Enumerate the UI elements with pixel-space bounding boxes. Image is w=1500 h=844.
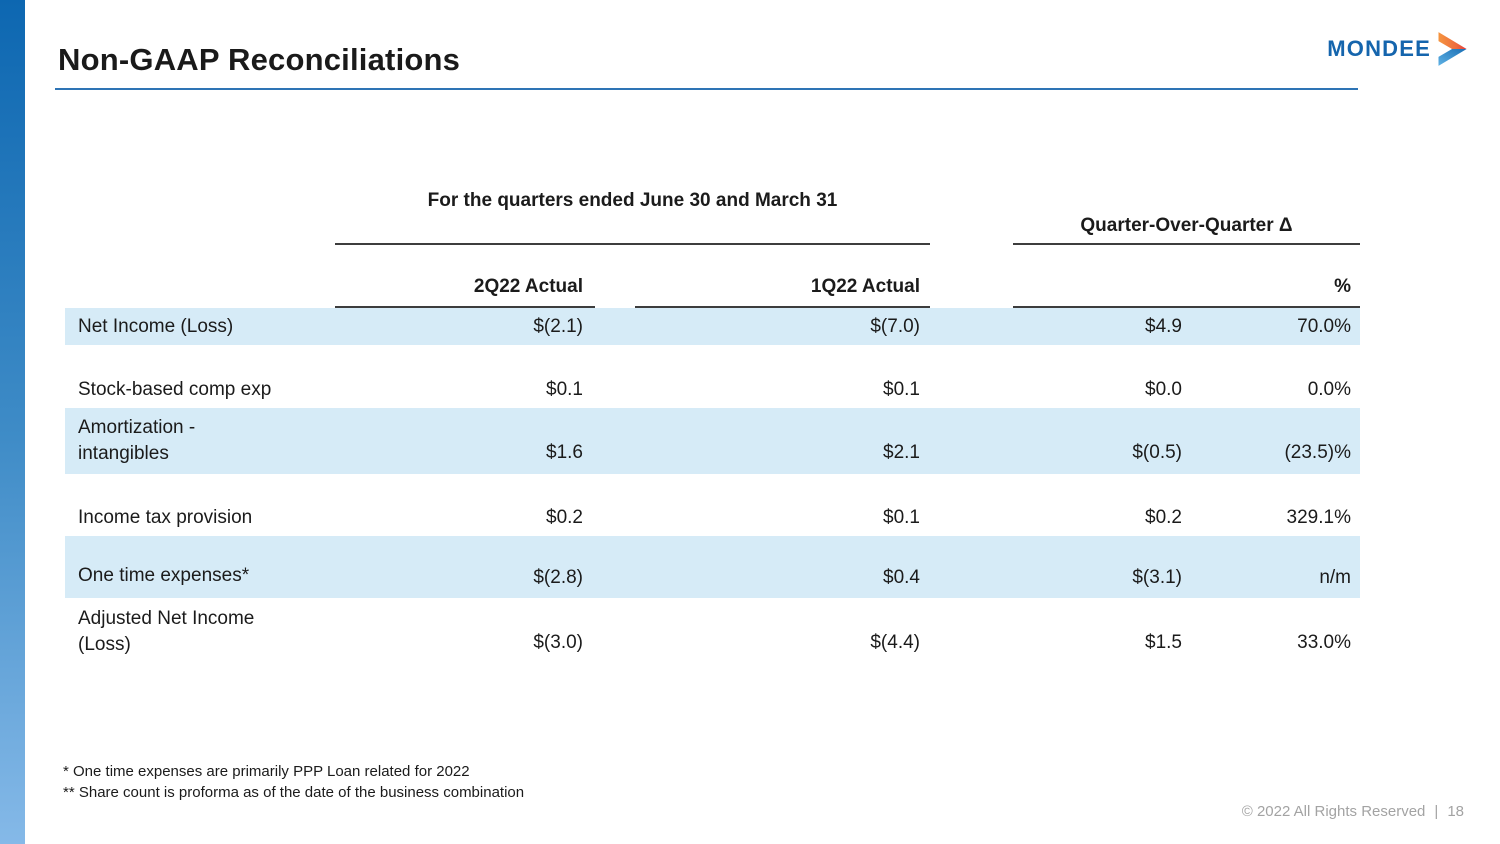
page-number: 18 — [1447, 803, 1464, 820]
cell-percent: 0.0% — [1307, 378, 1351, 400]
table-column-header-row: 2Q22 Actual 1Q22 Actual % — [65, 245, 1360, 308]
cell-1q22: $0.1 — [883, 378, 920, 400]
group-header-qoq: Quarter-Over-Quarter Δ — [1013, 185, 1360, 245]
cell-delta: $(3.1) — [1132, 567, 1182, 588]
footnote-one-time-expenses: * One time expenses are primarily PPP Lo… — [63, 763, 470, 780]
row-label: Amortization - intangibles — [78, 417, 196, 464]
footnote-share-count: ** Share count is proforma as of the dat… — [63, 784, 525, 801]
reconciliation-table: For the quarters ended June 30 and March… — [65, 185, 1360, 666]
cell-percent: 329.1% — [1286, 506, 1351, 528]
table-row-income-tax: Income tax provision $0.2 $0.1 $0.2 329.… — [65, 499, 1360, 536]
footnotes: * One time expenses are primarily PPP Lo… — [63, 761, 524, 803]
cell-delta: $4.9 — [1145, 315, 1182, 337]
table-row-one-time-expenses: One time expenses* $(2.8) $0.4 $(3.1) n/… — [65, 536, 1360, 598]
table-row-net-income: Net Income (Loss) $(2.1) $(7.0) $4.9 70.… — [65, 308, 1360, 345]
cell-percent: 70.0% — [1297, 315, 1351, 337]
row-label: One time expenses* — [78, 565, 250, 586]
row-label: Net Income (Loss) — [78, 315, 234, 337]
cell-1q22: $(4.4) — [870, 632, 920, 653]
row-label: Stock-based comp exp — [78, 378, 272, 400]
cell-delta: $0.2 — [1145, 506, 1182, 528]
cell-2q22: $(3.0) — [533, 632, 583, 653]
copyright-text: © 2022 All Rights Reserved — [1241, 803, 1426, 820]
table-row-adjusted-net-income: Adjusted Net Income (Loss) $(3.0) $(4.4)… — [65, 598, 1360, 666]
column-header-percent: % — [1013, 245, 1360, 308]
cell-percent: n/m — [1319, 567, 1351, 588]
table-group-header-row: For the quarters ended June 30 and March… — [65, 185, 1360, 245]
slide-footer: © 2022 All Rights Reserved | 18 — [1242, 803, 1464, 820]
cell-percent: 33.0% — [1297, 632, 1351, 653]
row-spacer — [65, 474, 1360, 499]
group-header-quarters: For the quarters ended June 30 and March… — [335, 185, 930, 245]
page-title: Non-GAAP Reconciliations — [58, 42, 461, 77]
cell-1q22: $(7.0) — [870, 315, 920, 337]
cell-2q22: $(2.8) — [533, 567, 583, 588]
row-spacer — [65, 345, 1360, 371]
cell-delta: $(0.5) — [1132, 442, 1182, 463]
cell-2q22: $1.6 — [546, 442, 583, 463]
cell-2q22: $0.2 — [546, 506, 583, 528]
row-label: Adjusted Net Income (Loss) — [78, 608, 255, 655]
cell-1q22: $2.1 — [883, 442, 920, 463]
column-header-2q22: 2Q22 Actual — [335, 245, 595, 308]
row-label: Income tax provision — [78, 506, 253, 528]
title-underline — [55, 88, 1358, 90]
cell-1q22: $0.1 — [883, 506, 920, 528]
mondee-wordmark: MONDEE — [1327, 36, 1431, 61]
cell-percent: (23.5)% — [1284, 442, 1351, 463]
column-header-1q22: 1Q22 Actual — [635, 245, 930, 308]
cell-1q22: $0.4 — [883, 567, 920, 588]
cell-2q22: $0.1 — [546, 378, 583, 400]
cell-delta: $1.5 — [1145, 632, 1182, 653]
mondee-arrow-icon — [1438, 32, 1467, 66]
table-row-stock-comp: Stock-based comp exp $0.1 $0.1 $0.0 0.0% — [65, 371, 1360, 408]
mondee-logo: MONDEE — [1327, 30, 1470, 68]
cell-2q22: $(2.1) — [533, 315, 583, 337]
table-row-amortization: Amortization - intangibles $1.6 $2.1 $(0… — [65, 408, 1360, 474]
left-gradient-bar — [0, 0, 25, 844]
cell-delta: $0.0 — [1145, 378, 1182, 400]
footer-separator: | — [1434, 803, 1439, 820]
